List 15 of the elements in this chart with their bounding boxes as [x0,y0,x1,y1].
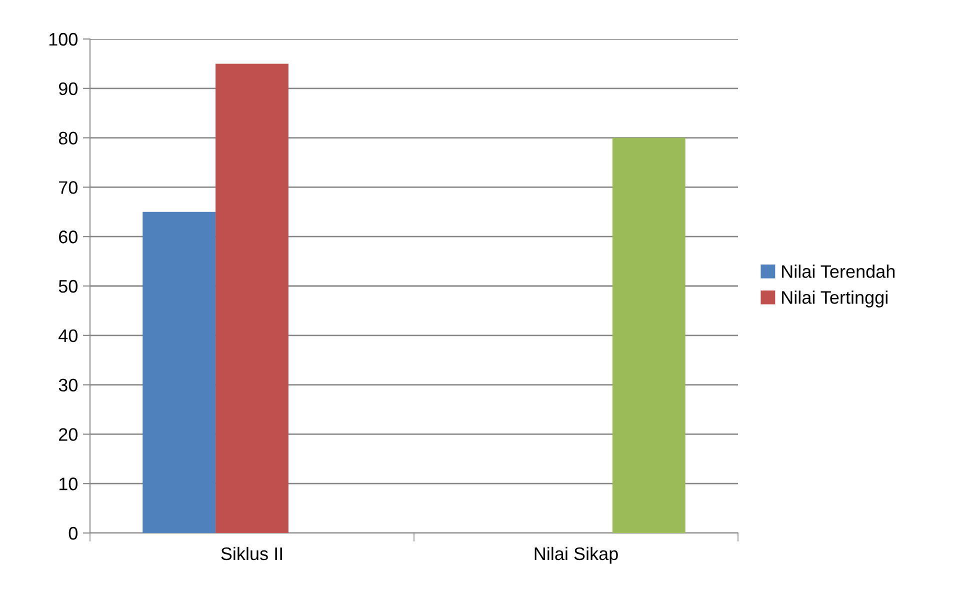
legend-label: Nilai Tertinggi [782,290,888,308]
y-tick-label: 10 [59,478,78,490]
x-tick-label: Nilai Sikap [534,546,618,564]
y-tick-label: 90 [58,82,78,96]
y-tick-label: 100 [49,32,78,46]
y-tick-label: 20 [59,428,78,441]
y-tick-label: 70 [59,181,78,194]
y-tick-label: 80 [58,132,78,145]
y-tick-label: 60 [59,230,78,244]
legend-label: Nilai Terendah [782,264,895,278]
y-tick-label: 0 [68,526,78,540]
y-tick-label: 40 [58,329,78,342]
x-tick-label: Siklus II [221,546,282,560]
y-tick-label: 50 [58,280,78,293]
y-tick-label: 30 [58,378,78,392]
